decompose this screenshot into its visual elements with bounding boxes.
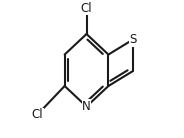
- Text: S: S: [129, 33, 137, 46]
- Text: Cl: Cl: [81, 2, 92, 14]
- Text: N: N: [82, 100, 91, 113]
- Text: Cl: Cl: [31, 108, 43, 121]
